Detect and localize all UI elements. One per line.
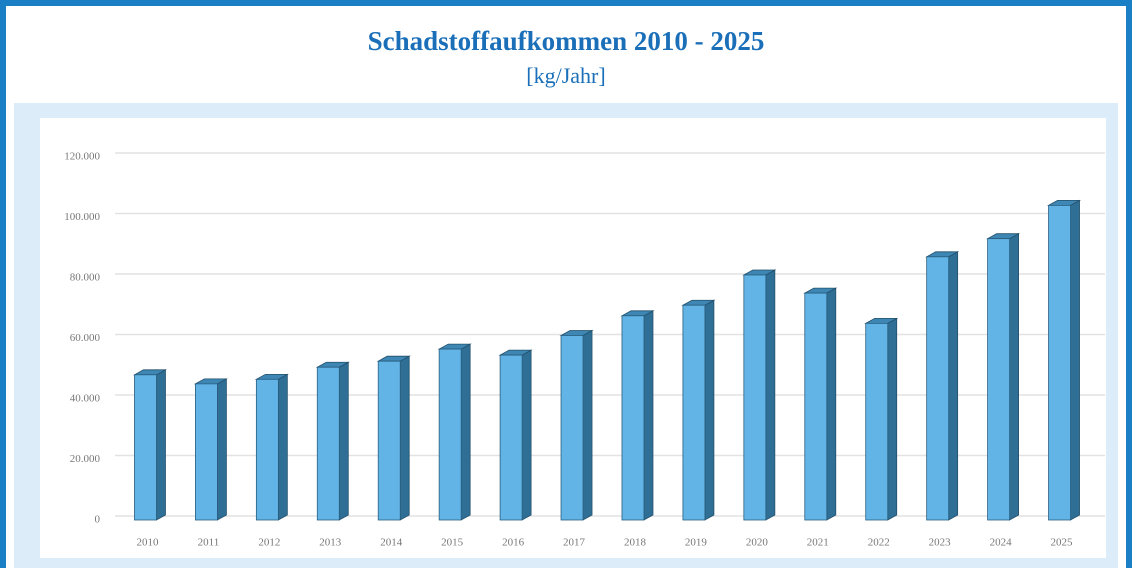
bar: [499, 354, 523, 521]
bar-side: [156, 369, 166, 521]
x-tick-label: 2014: [380, 537, 403, 549]
bar-side: [948, 251, 959, 521]
bar-side: [582, 329, 593, 521]
x-tick-label: 2016: [502, 537, 525, 549]
bar: [134, 374, 157, 521]
bar-side: [1070, 199, 1080, 521]
chart-subtitle: [kg/Jahr]: [526, 63, 605, 88]
x-tick-label: 2021: [807, 537, 829, 549]
bar-side: [887, 317, 898, 521]
bar-side: [704, 299, 715, 521]
x-tick-label: 2023: [929, 537, 952, 549]
y-tick-label: 120.000: [64, 151, 100, 163]
bar-side: [217, 378, 227, 521]
bar-side: [643, 310, 654, 521]
x-tick-label: 2010: [136, 537, 159, 549]
x-tick-label: 2013: [319, 537, 342, 549]
y-tick-label: 20.000: [70, 453, 101, 465]
bar: [682, 304, 706, 521]
y-tick-label: 0: [95, 514, 101, 526]
bar: [438, 348, 462, 521]
bar: [195, 383, 218, 521]
y-tick-label: 40.000: [70, 393, 101, 405]
x-tick-label: 2012: [258, 537, 280, 549]
x-tick-label: 2022: [868, 537, 890, 549]
y-tick-label: 100.000: [64, 211, 100, 223]
x-tick-label: 2024: [990, 537, 1013, 549]
x-tick-label: 2017: [563, 537, 586, 549]
bar: [987, 238, 1010, 521]
bar-side: [399, 355, 410, 521]
bar-side: [277, 373, 288, 521]
x-tick-label: 2018: [624, 537, 647, 549]
y-tick-label: 60.000: [70, 332, 101, 344]
bar-side: [521, 349, 532, 521]
bar-side: [826, 287, 837, 521]
bar-side: [1009, 232, 1019, 521]
x-tick-label: 2011: [198, 537, 220, 549]
bar: [255, 378, 279, 521]
bar-side: [460, 343, 471, 521]
x-tick-label: 2015: [441, 537, 464, 549]
x-tick-label: 2025: [1051, 537, 1074, 549]
x-tick-label: 2019: [685, 537, 708, 549]
bar: [865, 322, 889, 521]
bar-side: [338, 361, 349, 521]
bar: [804, 292, 828, 521]
y-tick-label: 80.000: [70, 272, 101, 284]
bar: [926, 256, 950, 521]
x-tick-label: 2020: [746, 537, 769, 549]
chart-title: Schadstoffaufkommen 2010 - 2025: [368, 26, 765, 56]
bar: [316, 366, 340, 521]
bar: [621, 315, 645, 521]
bar: [377, 360, 401, 521]
bar: [1048, 204, 1071, 521]
bar: [560, 335, 584, 521]
bar: [743, 274, 767, 521]
bar-side: [765, 269, 776, 521]
